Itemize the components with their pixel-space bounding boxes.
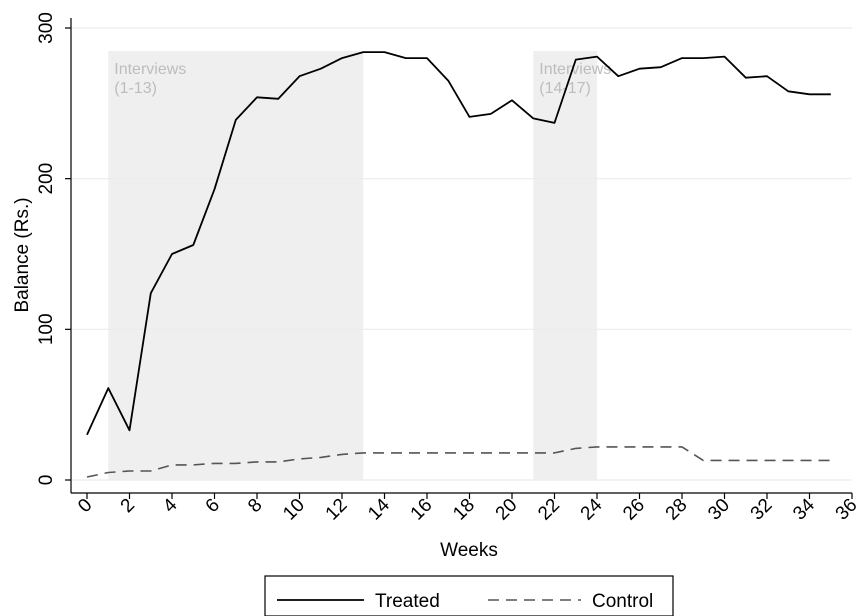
legend-label-control: Control bbox=[592, 591, 653, 612]
x-tick-label-0: 0 bbox=[74, 495, 96, 517]
interview-band-label-2: Interviews bbox=[539, 61, 611, 78]
interview-band-2 bbox=[533, 51, 597, 480]
gridlines bbox=[72, 27, 852, 481]
interview-bands: Interviews (1-13) Interviews (14-17) bbox=[108, 51, 611, 480]
x-tick-label-34: 34 bbox=[789, 494, 819, 524]
x-tick-label-32: 32 bbox=[747, 495, 777, 525]
x-tick-label-20: 20 bbox=[492, 495, 522, 525]
y-axis-title: Balance (Rs.) bbox=[12, 197, 33, 312]
interview-band-label-1: Interviews bbox=[114, 61, 186, 78]
x-tick-label-16: 16 bbox=[407, 495, 437, 525]
series-lines bbox=[86, 51, 831, 478]
x-tick-label-10: 10 bbox=[279, 495, 309, 525]
y-tick-label-300: 300 bbox=[36, 12, 57, 44]
legend-box bbox=[264, 575, 674, 616]
x-axis-title: Weeks bbox=[440, 540, 498, 561]
interview-band-range-2: (14-17) bbox=[539, 80, 591, 97]
x-tick-label-26: 26 bbox=[619, 495, 649, 525]
x-tick-label-4: 4 bbox=[159, 494, 182, 517]
y-tick-label-0: 0 bbox=[36, 475, 57, 486]
x-tick-label-18: 18 bbox=[449, 495, 479, 525]
x-tick-label-30: 30 bbox=[704, 495, 734, 525]
x-tick-label-8: 8 bbox=[244, 495, 266, 517]
legend: Treated Control bbox=[264, 575, 674, 616]
x-tick-label-22: 22 bbox=[534, 495, 564, 525]
y-tick-label-200: 200 bbox=[36, 163, 57, 195]
x-tick-label-28: 28 bbox=[662, 495, 692, 525]
x-tick-label-14: 14 bbox=[364, 494, 394, 524]
x-tick-label-36: 36 bbox=[832, 495, 856, 525]
x-tick-label-2: 2 bbox=[117, 495, 139, 517]
y-tick-label-100: 100 bbox=[36, 313, 57, 345]
series-line-treated bbox=[86, 51, 831, 436]
interview-band-range-1: (1-13) bbox=[114, 80, 157, 97]
x-tick-label-12: 12 bbox=[322, 495, 352, 525]
legend-label-treated: Treated bbox=[375, 591, 440, 612]
x-tick-label-24: 24 bbox=[577, 494, 607, 524]
interview-band-1 bbox=[108, 51, 364, 480]
x-tick-label-6: 6 bbox=[202, 495, 224, 517]
